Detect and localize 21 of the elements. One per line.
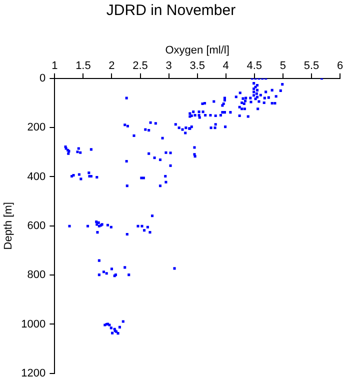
chart-title: JDRD in November <box>106 2 236 20</box>
x-tick-label: 4.5 <box>246 60 262 72</box>
y-axis-title: Depth [m] <box>2 202 15 250</box>
x-tick-label: 3 <box>166 60 172 72</box>
y-tick-label: 0 <box>40 72 46 84</box>
y-tick-label: 1000 <box>21 318 46 330</box>
x-tick-label: 1 <box>52 60 58 72</box>
y-tick-label: 600 <box>27 220 46 232</box>
x-tick-label: 1.5 <box>76 60 91 72</box>
y-tick-label: 800 <box>27 269 46 282</box>
x-tick-label: 3.5 <box>190 60 205 72</box>
x-tick-label: 4 <box>222 60 229 72</box>
x-tick-label: 5.5 <box>304 60 320 72</box>
x-tick-label: 6 <box>336 60 344 72</box>
x-tick-label: 2.5 <box>132 60 148 72</box>
y-tick-label: 400 <box>27 170 46 183</box>
x-tick-label: 2 <box>108 60 115 72</box>
x-axis-title: Oxygen [ml/l] <box>165 44 230 57</box>
x-tick-label: 5 <box>280 60 286 72</box>
y-tick-label: 200 <box>27 122 46 134</box>
y-tick-label: 1200 <box>21 367 46 380</box>
